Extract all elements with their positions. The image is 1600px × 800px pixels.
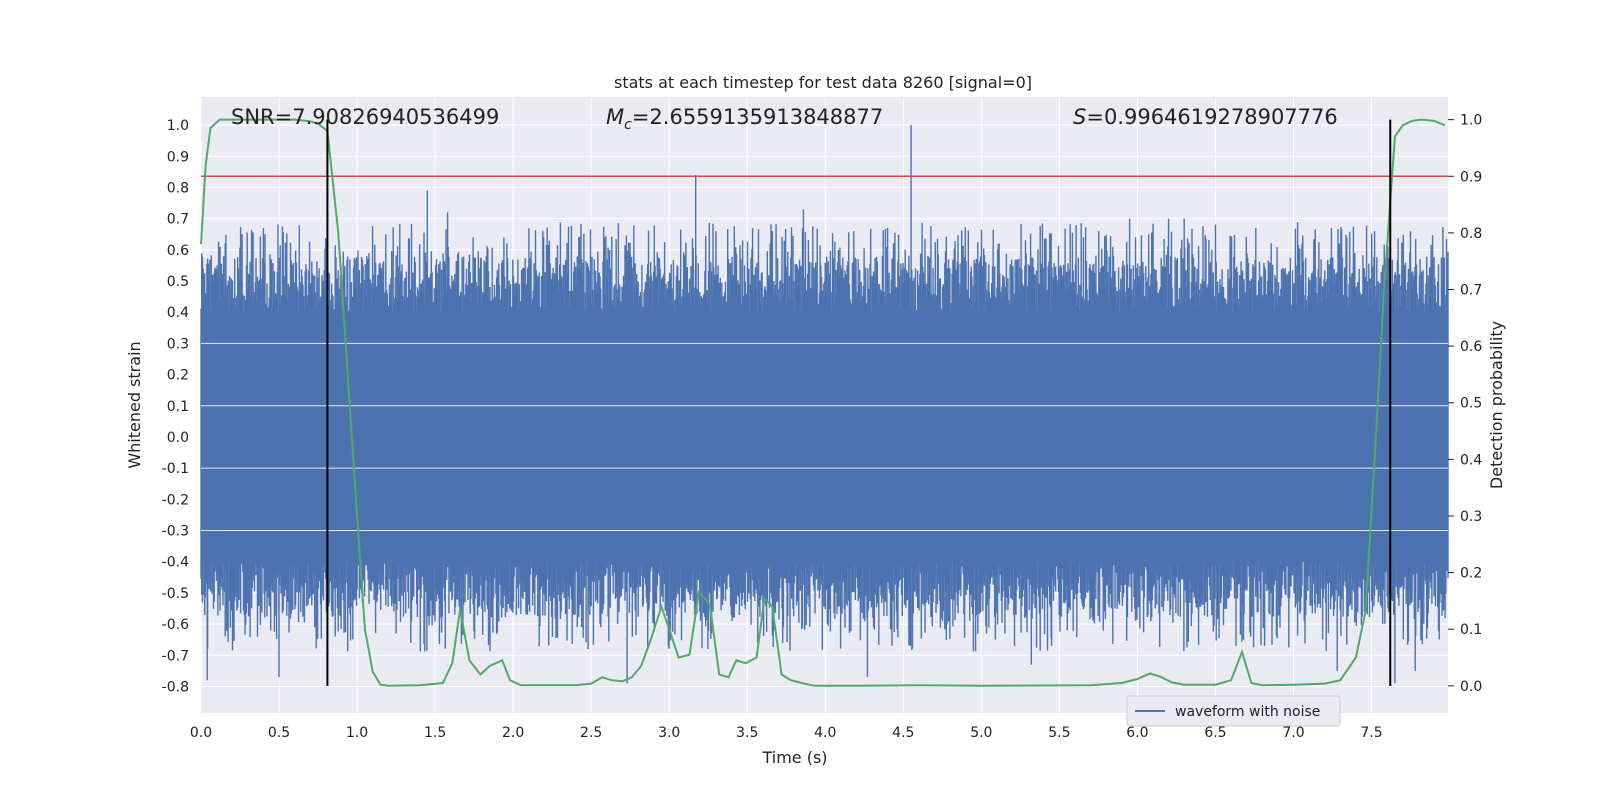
y-tick-label: -0.5 — [162, 586, 189, 602]
y-tick-label: -0.4 — [162, 555, 189, 571]
x-tick-label: 4.5 — [892, 725, 914, 741]
y-tick-label: -0.1 — [162, 461, 189, 477]
y2-tick-label: 1.0 — [1460, 113, 1482, 129]
probability-series — [200, 118, 1446, 687]
y-tick-label: 1.0 — [167, 118, 189, 134]
y-tick-label: 0.4 — [167, 305, 189, 321]
x-tick-label: 5.5 — [1048, 725, 1070, 741]
chart-title: stats at each timestep for test data 826… — [614, 73, 1032, 92]
y-tick-label: -0.6 — [162, 617, 189, 633]
y-tick-label: -0.3 — [162, 524, 189, 540]
x-tick-label: 7.5 — [1360, 725, 1382, 741]
x-tick-label: 3.5 — [736, 725, 758, 741]
x-tick-label: 2.5 — [580, 725, 602, 741]
x-tick-label: 3.0 — [658, 725, 680, 741]
y2-tick-label: 0.2 — [1460, 566, 1482, 582]
y-tick-label: 0.1 — [167, 399, 189, 415]
y2-tick-label: 0.4 — [1460, 452, 1482, 468]
marker-lines — [326, 119, 1392, 686]
x-tick-label: 1.5 — [424, 725, 446, 741]
x-tick-label: 2.0 — [502, 725, 524, 741]
y2-tick-label: 0.3 — [1460, 509, 1482, 525]
score-annotation: S=0.9964619278907776 — [1073, 105, 1338, 129]
y2-tick-label: 0.1 — [1460, 622, 1482, 638]
waveform-series — [200, 125, 1449, 684]
x-axis-ticks: 0.0 0.5 1.0 1.5 2.0 2.5 3.0 3.5 4.0 4.5 5.0 5.5 6.0 6… — [190, 725, 1383, 741]
y-tick-label: 0.3 — [167, 336, 189, 352]
y-tick-label: -0.7 — [162, 648, 189, 664]
y-tick-label: 0.7 — [167, 212, 189, 228]
y-axis-ticks: -0.8 -0.7 -0.6 -0.5 -0.4 -0.3 -0.2 -0.1 0.0 0.1 0.… — [162, 118, 189, 695]
y-tick-label: 0.6 — [167, 243, 189, 259]
x-tick-label: 1.0 — [346, 725, 368, 741]
x-tick-label: 6.0 — [1126, 725, 1148, 741]
y-axis-label: Whitened strain — [125, 341, 144, 468]
x-tick-label: 0.5 — [268, 725, 290, 741]
chirp-mass-annotation: Mc=2.6559135913848877 — [606, 105, 883, 133]
waveform-dense-band — [201, 327, 1448, 547]
legend-box — [1126, 695, 1341, 727]
y2-tick-label: 0.9 — [1460, 169, 1482, 185]
legend: waveform with noise — [1126, 695, 1341, 727]
y2-tick-label: 0.5 — [1460, 396, 1482, 412]
y-tick-label: 0.2 — [167, 368, 189, 384]
y-tick-label: -0.8 — [162, 679, 189, 695]
y-tick-label: 0.0 — [167, 430, 189, 446]
x-axis-label: Time (s) — [761, 748, 827, 767]
y2-tick-label: 0.0 — [1460, 679, 1482, 695]
y-tick-label: -0.2 — [162, 492, 189, 508]
legend-label-waveform: waveform with noise — [1175, 704, 1320, 720]
x-tick-label: 4.0 — [814, 725, 836, 741]
snr-annotation: SNR=7.90826940536499 — [231, 105, 499, 129]
x-tick-label: 7.0 — [1282, 725, 1304, 741]
x-tick-label: 5.0 — [970, 725, 992, 741]
x-tick-label: 0.0 — [190, 725, 212, 741]
y-tick-label: 0.5 — [167, 274, 189, 290]
y-tick-label: 0.8 — [167, 180, 189, 196]
detection-probability-line — [200, 118, 1446, 687]
y-tick-label: 0.9 — [167, 149, 189, 165]
y2-axis-ticks: 0.0 0.1 0.2 0.3 0.4 0.5 0.6 0.7 0.8 0.9 1.0 — [1448, 113, 1482, 695]
y2-tick-label: 0.7 — [1460, 283, 1482, 299]
y2-axis-label: Detection probability — [1487, 321, 1506, 489]
x-tick-label: 6.5 — [1204, 725, 1226, 741]
y2-tick-label: 0.6 — [1460, 339, 1482, 355]
y2-tick-label: 0.8 — [1460, 226, 1482, 242]
